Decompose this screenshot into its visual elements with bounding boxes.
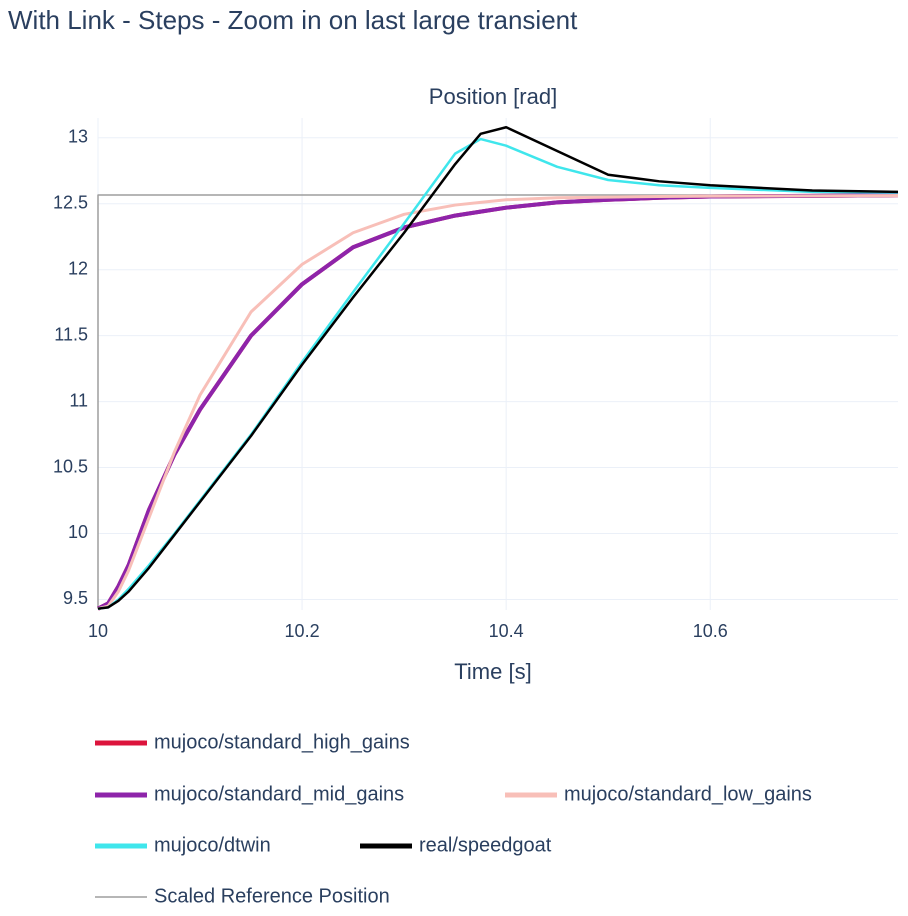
legend-label: mujoco/standard_high_gains bbox=[154, 731, 410, 753]
plot-area bbox=[97, 125, 899, 611]
legend-label: mujoco/dtwin bbox=[154, 834, 271, 856]
series-line bbox=[97, 194, 898, 609]
y-tick-label: 9.5 bbox=[63, 588, 88, 608]
chart-subtitle: Position [rad] bbox=[429, 84, 557, 109]
y-tick-label: 12 bbox=[68, 258, 88, 278]
y-tick-label: 10.5 bbox=[53, 456, 88, 476]
y-tick-label: 10 bbox=[68, 522, 88, 542]
legend-label: mujoco/standard_low_gains bbox=[564, 783, 812, 805]
x-axis-title: Time [s] bbox=[454, 659, 531, 684]
y-tick-label: 11.5 bbox=[54, 324, 88, 344]
chart-title: With Link - Steps - Zoom in on last larg… bbox=[8, 5, 578, 35]
legend-label: real/speedgoat bbox=[419, 834, 552, 856]
x-tick-label: 10.4 bbox=[489, 621, 524, 641]
series-line bbox=[97, 125, 899, 610]
legend-label: Scaled Reference Position bbox=[154, 885, 390, 907]
legend-label: mujoco/standard_mid_gains bbox=[154, 783, 404, 805]
y-tick-label: 13 bbox=[68, 127, 88, 147]
x-tick-label: 10.6 bbox=[693, 621, 728, 641]
y-tick-label: 11 bbox=[69, 390, 88, 410]
y-tick-label: 12.5 bbox=[53, 192, 88, 212]
series-line bbox=[97, 137, 899, 610]
series-line bbox=[97, 193, 899, 611]
x-tick-label: 10.2 bbox=[285, 621, 320, 641]
x-tick-label: 10 bbox=[88, 621, 108, 641]
series-line bbox=[97, 194, 899, 611]
